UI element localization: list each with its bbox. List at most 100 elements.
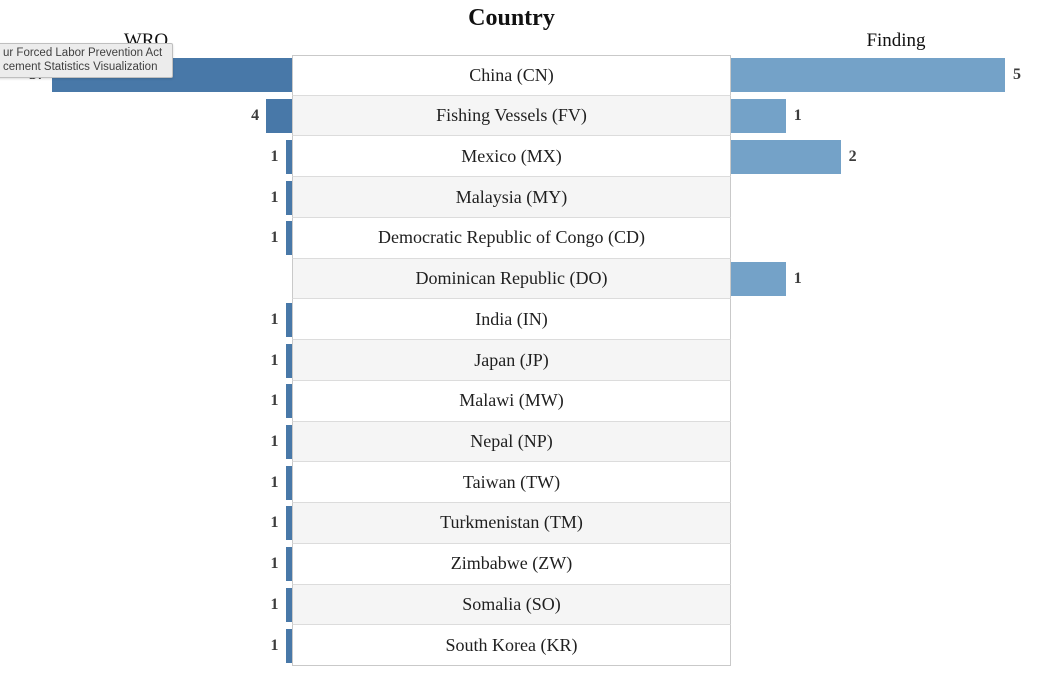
- finding-value-label: 2: [848, 147, 857, 165]
- wro-bar[interactable]: [285, 506, 292, 541]
- table-row: 1 Democratic Republic of Congo (CD): [0, 217, 1061, 259]
- wro-bar-cell: 1: [0, 177, 292, 218]
- wro-value-label: 1: [270, 432, 279, 450]
- country-label: Democratic Republic of Congo (CD): [292, 217, 731, 259]
- finding-bar[interactable]: [731, 99, 786, 134]
- country-label: Malawi (MW): [292, 380, 731, 422]
- wro-bar[interactable]: [285, 424, 292, 459]
- country-label: Taiwan (TW): [292, 462, 731, 504]
- table-row: 1 Mexico (MX) 2: [0, 136, 1061, 178]
- table-row: 1 South Korea (KR): [0, 625, 1061, 667]
- finding-bar-cell: [731, 544, 1061, 585]
- finding-bar-cell: 5: [731, 55, 1061, 96]
- wro-bar[interactable]: [285, 628, 292, 663]
- wro-bar-cell: [0, 259, 292, 300]
- wro-bar[interactable]: [285, 343, 292, 378]
- table-row: Dominican Republic (DO) 1: [0, 258, 1061, 300]
- country-label: Zimbabwe (ZW): [292, 543, 731, 585]
- wro-value-label: 1: [270, 473, 279, 491]
- finding-bar[interactable]: [731, 262, 786, 297]
- wro-value-label: 4: [251, 107, 260, 125]
- finding-bar-cell: [731, 340, 1061, 381]
- finding-bar-cell: [731, 381, 1061, 422]
- wro-bar-cell: 1: [0, 299, 292, 340]
- table-row: 1 Taiwan (TW): [0, 462, 1061, 504]
- finding-value-label: 1: [793, 107, 802, 125]
- finding-bar-cell: 1: [731, 96, 1061, 137]
- wro-bar-cell: 1: [0, 422, 292, 463]
- country-label: South Korea (KR): [292, 625, 731, 667]
- finding-bar-cell: 2: [731, 136, 1061, 177]
- wro-bar-cell: 1: [0, 503, 292, 544]
- table-row: 1 Malaysia (MY): [0, 177, 1061, 218]
- finding-bar-cell: [731, 299, 1061, 340]
- table-row: 1 Japan (JP): [0, 340, 1061, 381]
- wro-bar[interactable]: [285, 139, 292, 174]
- finding-bar[interactable]: [731, 139, 841, 174]
- wro-value-label: 1: [270, 555, 279, 573]
- wro-bar-cell: 1: [0, 625, 292, 666]
- wro-value-label: 1: [270, 595, 279, 613]
- country-label: Nepal (NP): [292, 421, 731, 463]
- country-label: Fishing Vessels (FV): [292, 95, 731, 137]
- wro-bar-cell: 1: [0, 136, 292, 177]
- table-row: 1 India (IN): [0, 299, 1061, 341]
- wro-value-label: 1: [270, 310, 279, 328]
- wro-bar-cell: 4: [0, 96, 292, 137]
- country-label: Somalia (SO): [292, 584, 731, 626]
- finding-bar-cell: [731, 177, 1061, 218]
- wro-bar[interactable]: [285, 302, 292, 337]
- finding-bar-cell: [731, 625, 1061, 666]
- country-label: Malaysia (MY): [292, 177, 731, 218]
- finding-value-label: 1: [793, 270, 802, 288]
- wro-value-label: 1: [270, 147, 279, 165]
- country-label: Dominican Republic (DO): [292, 258, 731, 300]
- finding-bar[interactable]: [731, 58, 1005, 93]
- wro-bar[interactable]: [285, 180, 292, 215]
- table-row: 1 Somalia (SO): [0, 584, 1061, 626]
- table-row: 1 Nepal (NP): [0, 421, 1061, 463]
- wro-bar-cell: 1: [0, 585, 292, 626]
- finding-bar-cell: [731, 422, 1061, 463]
- table-row: 1 Malawi (MW): [0, 380, 1061, 422]
- finding-bar-cell: [731, 585, 1061, 626]
- wro-bar[interactable]: [285, 587, 292, 622]
- chart-title: Country: [468, 5, 555, 31]
- table-row: 4 Fishing Vessels (FV) 1: [0, 95, 1061, 137]
- wro-bar-cell: 1: [0, 340, 292, 381]
- country-label: Japan (JP): [292, 340, 731, 381]
- country-label: China (CN): [292, 55, 731, 96]
- table-row: 1 Turkmenistan (TM): [0, 503, 1061, 544]
- wro-value-label: 1: [270, 636, 279, 654]
- wro-bar-cell: 1: [0, 381, 292, 422]
- tooltip-line-1: ur Forced Labor Prevention Act: [3, 47, 163, 59]
- hover-tooltip: ur Forced Labor Prevention Act cement St…: [0, 43, 174, 78]
- country-label: India (IN): [292, 299, 731, 341]
- table-row: 1 Zimbabwe (ZW): [0, 543, 1061, 585]
- finding-axis-header: Finding: [866, 30, 926, 51]
- table-row: 37China (CN)5: [0, 55, 1061, 96]
- tooltip-line-2: cement Statistics Visualization: [3, 61, 158, 73]
- wro-value-label: 1: [270, 188, 279, 206]
- finding-bar-cell: [731, 218, 1061, 259]
- country-label: Mexico (MX): [292, 136, 731, 178]
- wro-bar[interactable]: [266, 99, 292, 134]
- finding-bar-cell: 1: [731, 259, 1061, 300]
- finding-bar-cell: [731, 503, 1061, 544]
- wro-value-label: 1: [270, 392, 279, 410]
- wro-bar[interactable]: [285, 221, 292, 256]
- wro-bar[interactable]: [285, 384, 292, 419]
- wro-value-label: 1: [270, 351, 279, 369]
- wro-bar-cell: 1: [0, 218, 292, 259]
- finding-bar-cell: [731, 462, 1061, 503]
- wro-bar-cell: 1: [0, 462, 292, 503]
- wro-value-label: 1: [270, 229, 279, 247]
- wro-bar-cell: 1: [0, 544, 292, 585]
- finding-value-label: 5: [1013, 66, 1021, 84]
- wro-bar[interactable]: [285, 465, 292, 500]
- country-label: Turkmenistan (TM): [292, 503, 731, 544]
- wro-value-label: 1: [270, 514, 279, 532]
- wro-bar[interactable]: [285, 547, 292, 582]
